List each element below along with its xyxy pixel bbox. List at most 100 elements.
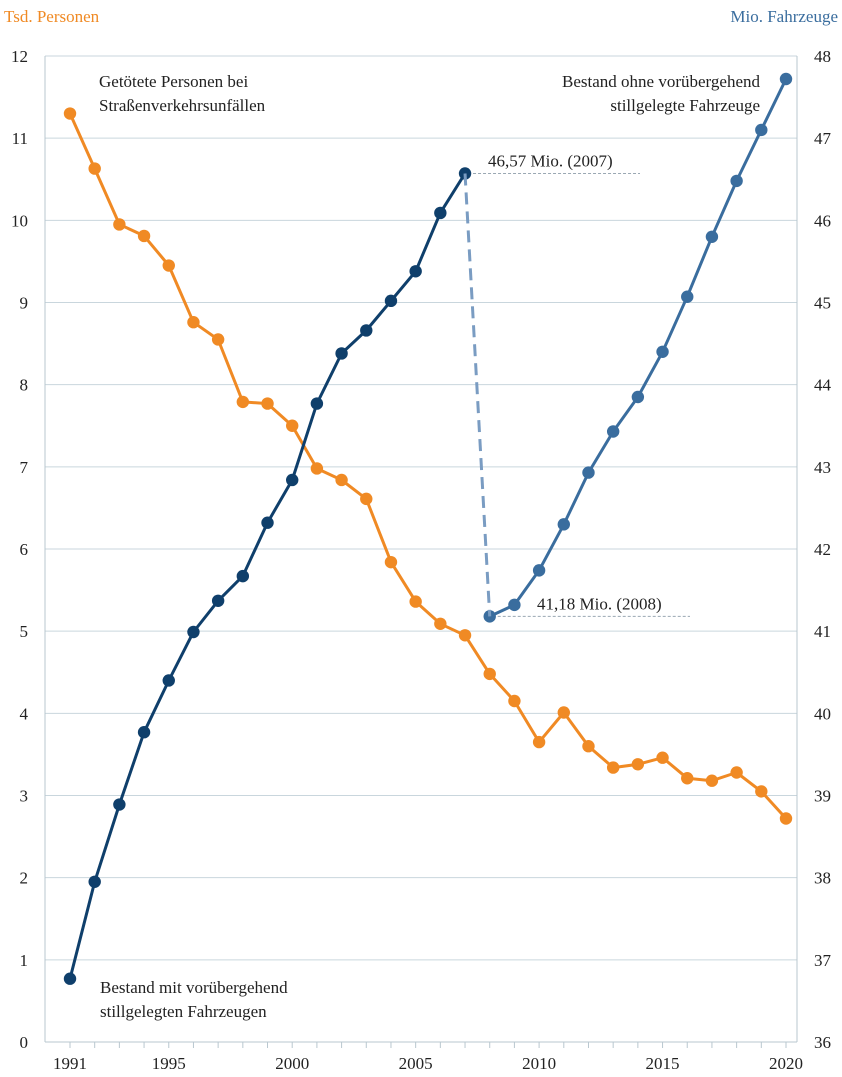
right-tick-label: 42 [814,540,831,559]
with-label-line2: stillgelegten Fahrzeugen [100,1002,267,1021]
right-tick-label: 43 [814,458,831,477]
right-tick-label: 46 [814,211,831,230]
series-point-1 [137,726,151,739]
series-point-0 [730,766,743,779]
series-point-0 [483,667,496,681]
series-point-1 [384,294,398,308]
x-tick-label: 2015 [646,1054,680,1073]
series-point-2 [631,390,645,404]
annotations: 46,57 Mio. (2007) 41,18 Mio. (2008) Getöte… [99,72,760,1021]
left-tick-label: 10 [11,211,28,230]
series-point-0 [187,316,200,329]
series-point-0 [631,758,645,771]
series-point-0 [582,740,595,753]
series-line-1 [68,172,467,980]
left-tick-label: 1 [20,951,29,970]
x-tick-label: 2010 [522,1054,556,1073]
left-tick-label: 3 [20,787,29,806]
series-point-0 [137,229,151,243]
series-point-1 [187,625,200,639]
right-tick-label: 45 [814,294,831,313]
series-point-0 [384,555,398,569]
left-tick-label: 8 [20,376,29,395]
right-tick-label: 38 [814,869,831,888]
series-point-2 [705,230,719,243]
series-point-2 [656,345,669,358]
series-point-1 [88,875,101,888]
series-point-1 [236,569,250,583]
series-point-0 [335,473,348,487]
series-point-2 [532,564,546,577]
left-tick-label: 7 [20,458,29,477]
right-tick-label: 47 [814,129,832,148]
series-point-1 [286,473,299,487]
series-point-0 [236,395,250,409]
series-point-2 [582,466,595,479]
series-point-0 [113,218,126,231]
series-point-0 [755,785,768,798]
series-point-0 [261,397,274,410]
right-tick-label: 44 [814,376,832,395]
series [63,72,793,985]
right-tick-label: 39 [814,787,831,806]
left-tick-label: 9 [20,294,29,313]
series-point-1 [113,798,126,811]
series-point-1 [434,206,447,220]
x-tick-label: 2020 [769,1054,803,1073]
axes: Tsd. Personen Mio. Fahrzeuge 01234567891… [4,7,838,1073]
series-point-2 [779,72,793,86]
series-point-1 [409,265,422,278]
break-connector [463,173,492,617]
without-label-line2: stillgelegte Fahrzeuge [610,96,760,115]
x-tick-label: 1995 [152,1054,186,1073]
deaths-label-line1: Getötete Personen bei [99,72,248,91]
series-line-0 [68,112,788,820]
right-tick-label: 48 [814,47,831,66]
series-point-1 [335,347,348,360]
series-point-1 [310,397,324,410]
series-point-0 [557,706,570,719]
series-point-0 [88,162,101,175]
series-point-0 [211,333,225,346]
series-point-0 [409,595,422,608]
with-label-line1: Bestand mit vorübergehend [100,978,288,997]
right-tick-label: 40 [814,704,831,723]
series-point-0 [360,492,373,506]
grid [45,55,797,1043]
deaths-label-line2: Straßenverkehrsunfällen [99,96,266,115]
series-point-1 [261,516,274,529]
left-tick-label: 11 [12,129,28,148]
series-point-0 [63,107,77,120]
series-point-0 [606,761,620,774]
annotation-2007: 46,57 Mio. (2007) [488,151,613,170]
series-point-2 [606,425,620,438]
left-tick-label: 2 [20,869,29,888]
series-point-1 [360,324,373,337]
series-point-0 [434,617,447,630]
series-point-2 [681,290,694,303]
right-tick-label: 36 [814,1033,831,1052]
series-point-2 [755,123,768,137]
series-point-0 [532,735,546,749]
series-point-1 [211,594,225,607]
series-point-0 [286,419,299,432]
series-point-0 [705,774,719,787]
series-point-0 [508,694,521,708]
series-point-0 [162,259,175,272]
series-point-1 [63,972,77,985]
right-tick-label: 37 [814,951,832,970]
left-tick-label: 6 [20,540,29,559]
x-tick-label: 2005 [399,1054,433,1073]
left-tick-label: 0 [20,1033,29,1052]
left-tick-label: 4 [20,704,29,723]
series-point-0 [779,812,793,825]
left-tick-label: 5 [20,622,29,641]
right-tick-label: 41 [814,622,831,641]
annotation-2008: 41,18 Mio. (2008) [537,594,662,613]
right-axis-unit-label: Mio. Fahrzeuge [730,7,838,26]
x-tick-label: 1991 [53,1054,87,1073]
series-point-0 [310,462,324,475]
left-axis-unit-label: Tsd. Personen [4,7,100,26]
